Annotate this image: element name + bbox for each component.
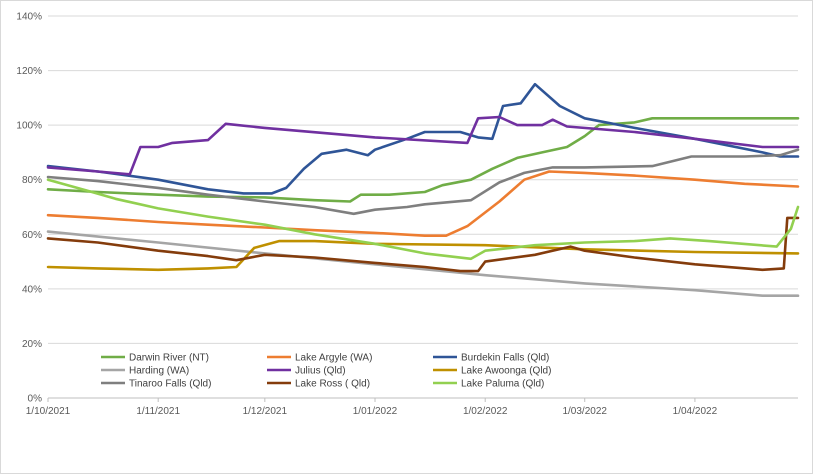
y-tick-label: 100% [16, 121, 42, 132]
legend-entry-lake-argyle-wa: Lake Argyle (WA) [267, 353, 372, 364]
legend-label: Lake Ross ( Qld) [295, 379, 370, 390]
legend-entry-julius-qld: Julius (Qld) [267, 366, 346, 377]
legend-entry-lake-awoonga-qld: Lake Awoonga (Qld) [433, 366, 551, 377]
legend-label: Burdekin Falls (Qld) [461, 353, 549, 364]
legend-label: Lake Argyle (WA) [295, 353, 372, 364]
legend-label: Darwin River (NT) [129, 353, 209, 364]
legend-label: Julius (Qld) [295, 366, 346, 377]
y-tick-label: 120% [16, 66, 42, 77]
x-tick-label: 1/01/2022 [353, 406, 398, 417]
series-lines [46, 82, 800, 298]
series-line-harding-wa [46, 230, 800, 298]
x-tick-label: 1/02/2022 [463, 406, 508, 417]
series-line-burdekin-falls-qld [46, 82, 800, 195]
series-line-lake-paluma-qld [46, 178, 800, 261]
y-tick-label: 60% [22, 230, 42, 241]
x-axis-tick-labels: 1/10/2021 1/11/2021 1/12/2021 1/01/2022 1/02… [26, 398, 718, 417]
legend-entry-darwin-river-nt: Darwin River (NT) [101, 353, 209, 364]
y-axis-tick-labels: 0% 20% 40% 60% 80% 100% 120% 140% [16, 12, 42, 405]
y-tick-label: 0% [28, 394, 43, 405]
legend-entry-lake-ross-qld: Lake Ross ( Qld) [267, 379, 370, 390]
y-tick-label: 80% [22, 175, 42, 186]
legend-label: Harding (WA) [129, 366, 189, 377]
series-line-tinaroo-falls-qld [46, 148, 800, 216]
series-line-lake-argyle-wa [46, 170, 800, 237]
y-tick-label: 140% [16, 12, 42, 23]
series-line-lake-awoonga-qld [46, 239, 800, 272]
grid-lines [48, 15, 798, 399]
y-tick-label: 40% [22, 284, 42, 295]
x-tick-label: 1/04/2022 [673, 406, 718, 417]
legend-entry-tinaroo-falls-qld: Tinaroo Falls (Qld) [101, 379, 211, 390]
legend: Darwin River (NT) Lake Argyle (WA) Burdeki… [101, 353, 551, 390]
y-tick-label: 20% [22, 339, 42, 350]
legend-label: Tinaroo Falls (Qld) [129, 379, 211, 390]
x-tick-label: 1/10/2021 [26, 406, 71, 417]
x-tick-label: 1/11/2021 [136, 406, 180, 417]
legend-label: Lake Awoonga (Qld) [461, 366, 551, 377]
series-line-julius-qld [46, 115, 800, 176]
legend-entry-lake-paluma-qld: Lake Paluma (Qld) [433, 379, 544, 390]
series-line-lake-ross-qld [46, 216, 800, 273]
legend-entry-burdekin-falls-qld: Burdekin Falls (Qld) [433, 353, 549, 364]
legend-entry-harding-wa: Harding (WA) [101, 366, 189, 377]
x-tick-label: 1/12/2021 [243, 406, 288, 417]
legend-label: Lake Paluma (Qld) [461, 379, 544, 390]
x-tick-label: 1/03/2022 [562, 406, 607, 417]
